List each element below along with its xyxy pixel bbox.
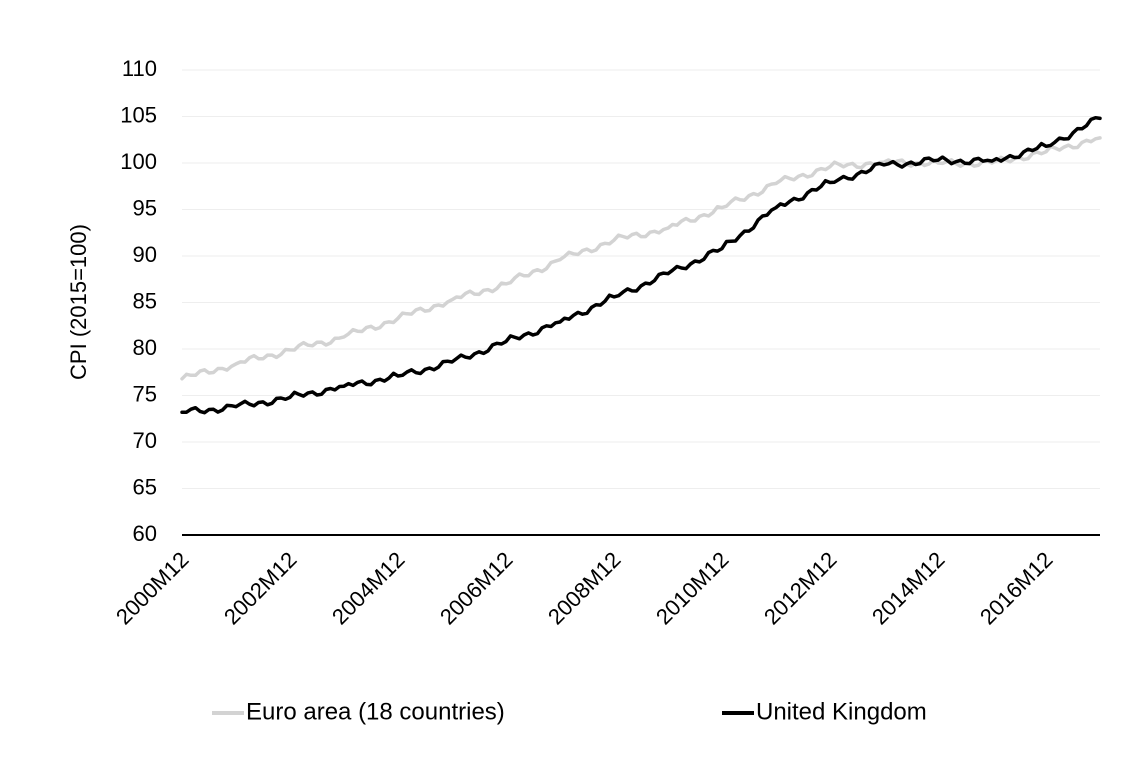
y-tick-label: 60	[133, 521, 157, 546]
x-tick-label: 2000M12	[111, 547, 194, 630]
x-tick-label: 2004M12	[327, 547, 410, 630]
series-line-1	[180, 115, 1102, 415]
x-tick-label: 2016M12	[975, 547, 1058, 630]
y-tick-label: 65	[133, 474, 157, 499]
x-tick-label: 2006M12	[435, 547, 518, 630]
legend-label: United Kingdom	[756, 698, 927, 725]
y-tick-label: 70	[133, 428, 157, 453]
y-tick-label: 100	[120, 149, 157, 174]
series-line-0	[180, 136, 1102, 381]
x-tick-label: 2010M12	[651, 547, 734, 630]
x-tick-label: 2014M12	[867, 547, 950, 630]
y-tick-label: 95	[133, 195, 157, 220]
y-axis-title: CPI (2015=100)	[66, 224, 91, 380]
x-tick-label: 2002M12	[219, 547, 302, 630]
series-lines	[180, 115, 1102, 415]
y-tick-label: 85	[133, 288, 157, 313]
y-axis-tick-labels: 60 65 70 75 80 85 90 95 100 105 110	[120, 56, 157, 546]
x-tick-label: 2012M12	[759, 547, 842, 630]
y-tick-label: 75	[133, 381, 157, 406]
x-axis-tick-labels: 2000M12 2002M12 2004M12 2006M12 2008M12 2010M…	[111, 547, 1058, 630]
y-tick-label: 110	[122, 56, 157, 81]
y-tick-label: 80	[133, 335, 157, 360]
gridlines	[182, 69, 1100, 489]
y-tick-label: 105	[120, 102, 157, 127]
y-tick-label: 90	[133, 242, 157, 267]
legend-label: Euro area (18 countries)	[246, 698, 505, 725]
legend: Euro area (18 countries) United Kingdom	[212, 698, 927, 725]
x-tick-label: 2008M12	[543, 547, 626, 630]
